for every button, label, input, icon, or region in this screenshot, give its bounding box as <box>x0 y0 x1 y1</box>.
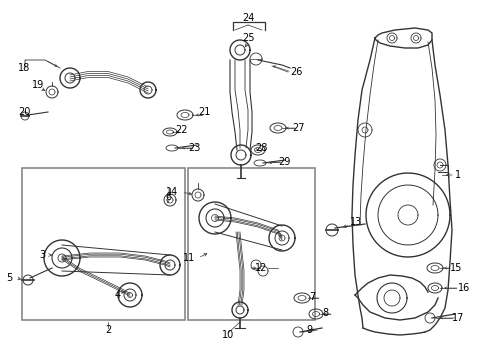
Bar <box>22 168 185 320</box>
Text: 18: 18 <box>18 63 30 73</box>
Text: 25: 25 <box>242 33 254 43</box>
Text: 17: 17 <box>452 313 465 323</box>
Text: 3: 3 <box>39 250 45 260</box>
Text: 1: 1 <box>455 170 461 180</box>
Text: 11: 11 <box>183 253 195 263</box>
Text: 21: 21 <box>198 107 210 117</box>
Text: 28: 28 <box>255 143 268 153</box>
Text: 9: 9 <box>306 325 312 335</box>
Text: 4: 4 <box>115 290 121 300</box>
Text: 26: 26 <box>290 67 302 77</box>
Text: 2: 2 <box>105 325 111 335</box>
Text: 8: 8 <box>322 308 328 318</box>
Text: 23: 23 <box>188 143 200 153</box>
Text: 6: 6 <box>165 192 171 202</box>
Text: 16: 16 <box>458 283 470 293</box>
Bar <box>188 168 315 320</box>
Text: 24: 24 <box>242 13 254 23</box>
Text: 19: 19 <box>32 80 44 90</box>
Text: 13: 13 <box>350 217 362 227</box>
Text: 27: 27 <box>292 123 304 133</box>
Text: 20: 20 <box>18 107 30 117</box>
Text: 22: 22 <box>175 125 188 135</box>
Text: 7: 7 <box>309 292 315 302</box>
Text: 10: 10 <box>222 330 234 340</box>
Text: 5: 5 <box>6 273 12 283</box>
Text: 14: 14 <box>166 187 178 197</box>
Text: 12: 12 <box>255 263 268 273</box>
Text: 29: 29 <box>278 157 291 167</box>
Text: 15: 15 <box>450 263 463 273</box>
